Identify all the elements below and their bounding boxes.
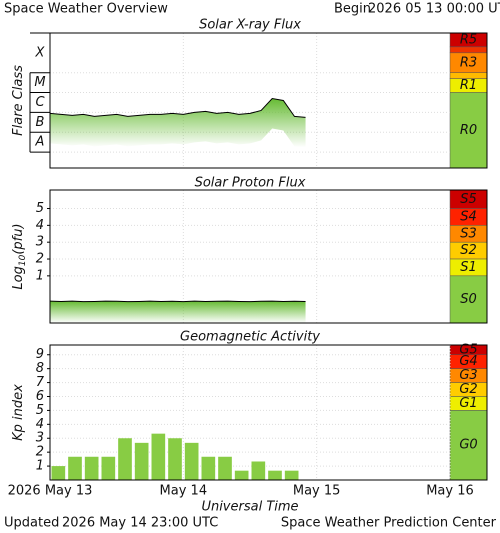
y-tick-label: X	[35, 45, 46, 60]
x-axis-label: Universal Time	[201, 500, 298, 515]
y-label-text: Flare Class	[11, 65, 26, 136]
y-tick-label: 5	[36, 201, 44, 216]
y-tick-label: 2	[36, 252, 44, 267]
y-label-sub: 10	[18, 254, 28, 266]
kp-bar	[268, 470, 282, 480]
source: Space Weather Prediction Center	[281, 516, 497, 531]
y-tick-label: 2	[36, 445, 44, 460]
y-tick-label: 9	[36, 347, 44, 362]
kp-bar	[251, 461, 266, 480]
scale-band-label: S3	[460, 226, 477, 241]
kp-bar	[151, 433, 166, 480]
y-tick-label: M	[34, 75, 45, 90]
kp-bar	[68, 456, 82, 480]
y-tick-label: 8	[36, 361, 44, 376]
scale-band-label: S5	[460, 192, 477, 207]
kp-bar	[134, 442, 149, 480]
y-axis-label: Flare Class	[11, 65, 26, 136]
y-tick-label: 3	[36, 431, 44, 446]
kp-bar	[118, 438, 132, 480]
plot-frame	[49, 344, 488, 481]
x-tick-label: 2026 May 13	[8, 484, 93, 499]
scale-band	[449, 92, 488, 169]
kp-bar	[184, 442, 199, 480]
plot-area	[50, 345, 487, 480]
kp-bar	[218, 456, 232, 480]
y-tick-label: B	[36, 115, 45, 130]
panel-title: Solar X-ray Flux	[199, 18, 301, 33]
kp-bar	[234, 470, 249, 480]
y-tick-label: 4	[36, 417, 44, 432]
scale-band-label: S0	[460, 292, 477, 307]
scale-band-label: S2	[460, 243, 477, 258]
plot-frame	[49, 32, 488, 169]
y-tick-label: 4	[36, 218, 44, 233]
y-tick-label: 7	[36, 375, 45, 390]
y-tick-label: 5	[36, 403, 44, 418]
x-tick-label: May 16	[426, 484, 474, 499]
y-axis-label: Log10(pfu)	[11, 223, 28, 289]
y-label-text: Log	[11, 266, 26, 289]
scale-band-label: R1	[460, 78, 477, 93]
scale-band-label: G5	[459, 342, 477, 357]
begin-time: 2026 05 13 00:00 UTC	[368, 2, 500, 17]
scale-band-label: G0	[459, 438, 477, 453]
y-tick-label: C	[35, 95, 45, 110]
flux-line	[49, 97, 306, 118]
updated-label: Updated	[4, 516, 59, 531]
scale-band-label: R0	[460, 123, 477, 138]
begin-label: Begin	[334, 2, 371, 17]
kp-bar	[168, 438, 182, 480]
plot-frame	[49, 189, 488, 324]
scale-band	[449, 46, 488, 54]
kp-bar	[101, 456, 116, 480]
y-tick-label: 6	[36, 389, 44, 404]
x-tick-label: May 15	[293, 484, 341, 499]
scale-band-label: R5	[460, 32, 477, 47]
kp-bar	[51, 466, 66, 480]
kp-bar	[84, 456, 99, 480]
y-axis-label: Kp index	[11, 384, 26, 441]
scale-band-label: G3	[459, 368, 477, 383]
y-tick-label: 3	[36, 235, 44, 250]
scale-band-label: G2	[459, 382, 477, 397]
scale-band-label: S4	[460, 209, 477, 224]
panel-title: Solar Proton Flux	[195, 176, 306, 191]
scale-band	[449, 410, 488, 481]
scale-band	[449, 275, 488, 324]
scale-band-label: G4	[459, 354, 477, 369]
kp-bar	[201, 456, 216, 480]
flux-fill	[50, 301, 306, 323]
y-tick-label: A	[35, 135, 45, 150]
y-label-rest: (pfu)	[11, 223, 26, 254]
page-title: Space Weather Overview	[4, 2, 168, 17]
plot-area	[50, 33, 487, 168]
panel-title: Geomagnetic Activity	[180, 330, 320, 345]
flux-line	[49, 300, 306, 303]
scale-band-label: S1	[460, 260, 477, 275]
scale-band-label: G1	[459, 396, 477, 411]
scale-band-label: R3	[460, 55, 477, 70]
y-tick-label: 1	[36, 459, 44, 474]
y-tick-label: 1	[36, 268, 44, 283]
x-tick-label: May 14	[160, 484, 208, 499]
flux-fill	[50, 98, 306, 148]
kp-bar	[284, 470, 299, 480]
updated-time: 2026 May 14 23:00 UTC	[62, 516, 218, 531]
y-label-text: Kp index	[11, 384, 26, 441]
